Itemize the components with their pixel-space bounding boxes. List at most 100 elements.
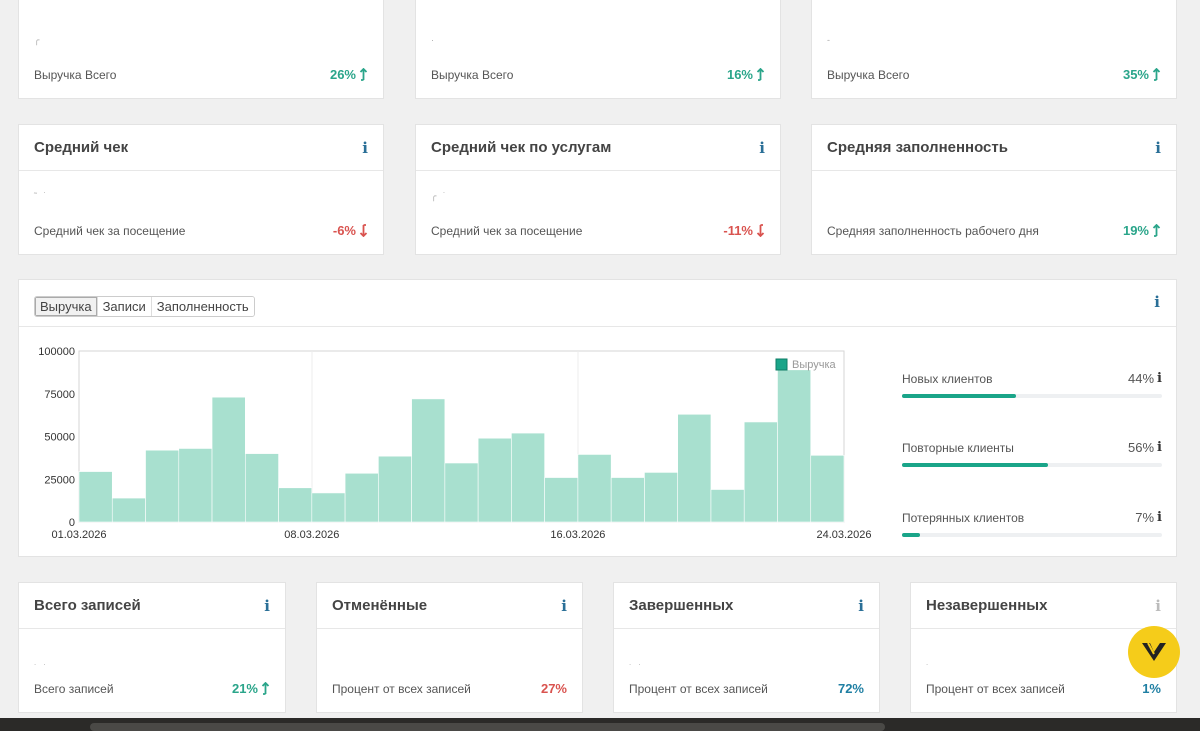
bar (211, 396, 246, 523)
card-footer-label: Процент от всех записей (332, 681, 471, 696)
x-tick-label: 16.03.2026 (550, 529, 605, 541)
bar (344, 472, 379, 523)
progress-track (902, 463, 1162, 467)
change-percent: 21% (232, 681, 270, 696)
change-percent: 19% (1123, 223, 1161, 238)
revenue-chart-panel: Выручка Записи Заполненность i 100000 750… (18, 279, 1177, 557)
blurred-value: · (431, 35, 436, 45)
blurred-value: ˙ ˙ (34, 663, 49, 673)
total-records-card: Всего записей i ˙ ˙ Всего записей 21% (18, 582, 286, 713)
change-percent: 26% (330, 67, 368, 82)
card-title: Завершенных (629, 597, 734, 614)
change-percent: 1% (1142, 681, 1161, 696)
card-title: Всего записей (34, 597, 141, 614)
cancelled-card: Отменённые i Процент от всех записей 27% (316, 582, 583, 713)
bar (810, 455, 845, 523)
tab-occupancy[interactable]: Заполненность (151, 297, 254, 316)
change-percent: 16% (727, 67, 765, 82)
info-icon[interactable]: i (1157, 371, 1162, 386)
progress-track (902, 533, 1162, 537)
change-percent: 35% (1123, 67, 1161, 82)
revenue-card-2: · Выручка Всего 16% (415, 0, 781, 99)
blurred-value: - (827, 35, 832, 45)
progress-fill (902, 394, 1017, 398)
bar (145, 449, 180, 523)
x-tick-label: 24.03.2026 (816, 529, 871, 541)
info-icon[interactable]: i (1155, 596, 1161, 615)
info-icon[interactable]: i (264, 596, 270, 615)
avg-occupancy-card: Средняя заполненность i Средняя заполнен… (811, 124, 1177, 255)
card-title: Средняя заполненность (827, 139, 1008, 156)
bar (477, 437, 512, 523)
info-icon[interactable]: i (759, 138, 765, 157)
blurred-value: ˜ ˙ (34, 191, 49, 201)
blurred-value: ˙ ˙ (629, 663, 644, 673)
metric-new-clients: Новых клиентов 44% i (902, 371, 1162, 398)
metric-label: Новых клиентов (902, 371, 993, 386)
change-percent: -6% (333, 223, 368, 238)
card-title: Незавершенных (926, 597, 1048, 614)
bar (677, 413, 712, 523)
info-icon[interactable]: i (362, 138, 368, 157)
y-tick-label: 100000 (38, 346, 75, 358)
arrow-up-icon (261, 682, 270, 695)
tab-records[interactable]: Записи (97, 297, 152, 316)
blurred-value: ˙ (926, 663, 931, 673)
bar (511, 432, 545, 523)
arrow-up-icon (1152, 68, 1161, 81)
card-footer-label: Выручка Всего (34, 67, 117, 82)
arrow-down-icon (359, 224, 368, 237)
bar (178, 448, 213, 523)
blurred-value: ╭ ˙ (431, 191, 448, 201)
bar (644, 472, 678, 523)
metric-value: 7% (1135, 510, 1155, 525)
card-footer-label: Выручка Всего (827, 67, 910, 82)
x-tick-label: 08.03.2026 (284, 529, 339, 541)
legend-swatch (775, 358, 788, 371)
revenue-bar-chart: 100000 75000 50000 25000 001.03.2026 08.03.20… (38, 346, 871, 541)
y-tick-label: 25000 (44, 474, 75, 486)
card-footer-label: Всего записей (34, 681, 114, 696)
bar (610, 477, 645, 523)
arrow-up-icon (756, 68, 765, 81)
bar (378, 455, 412, 523)
card-footer-label: Процент от всех записей (926, 681, 1065, 696)
metric-lost-clients: Потерянных клиентов 7% i (902, 510, 1162, 537)
card-footer-label: Средний чек за посещение (431, 223, 583, 238)
bar (111, 497, 146, 523)
bar (577, 454, 612, 523)
change-percent: 72% (837, 681, 864, 696)
bar (743, 421, 778, 523)
blurred-value: ╭ (34, 35, 42, 45)
info-icon[interactable]: i (1157, 440, 1162, 455)
card-footer-label: Выручка Всего (431, 67, 514, 82)
info-icon[interactable]: i (1155, 138, 1161, 157)
info-icon[interactable]: i (1157, 510, 1162, 525)
info-icon[interactable]: i (1154, 293, 1160, 311)
tab-revenue[interactable]: Выручка (35, 297, 98, 316)
metric-value: 56% (1128, 440, 1155, 455)
legend-label: Выручка (792, 359, 837, 371)
change-percent: 27% (540, 681, 567, 696)
taskbar-dock (90, 723, 885, 731)
card-footer-label: Процент от всех записей (629, 681, 768, 696)
card-title: Отменённые (332, 597, 428, 614)
revenue-card-1: ╭ Выручка Всего 26% (18, 0, 384, 99)
bar (710, 489, 745, 523)
bar (444, 462, 479, 523)
y-tick-label: 75000 (44, 389, 75, 401)
card-title: Средний чек по услугам (431, 139, 612, 156)
x-tick-label: 01.03.2026 (51, 529, 106, 541)
y-tick-label: 0 (69, 517, 75, 529)
card-title: Средний чек (34, 139, 129, 156)
progress-fill (902, 463, 1048, 467)
metric-value: 44% (1128, 371, 1155, 386)
metric-label: Потерянных клиентов (902, 510, 1025, 525)
floating-action-button[interactable] (1128, 626, 1180, 678)
completed-card: Завершенных i ˙ ˙ Процент от всех записе… (613, 582, 880, 713)
bar (311, 492, 346, 523)
info-icon[interactable]: i (858, 596, 864, 615)
progress-fill (902, 533, 921, 537)
info-icon[interactable]: i (561, 596, 567, 615)
chart-tabs: Выручка Записи Заполненность (34, 296, 255, 317)
